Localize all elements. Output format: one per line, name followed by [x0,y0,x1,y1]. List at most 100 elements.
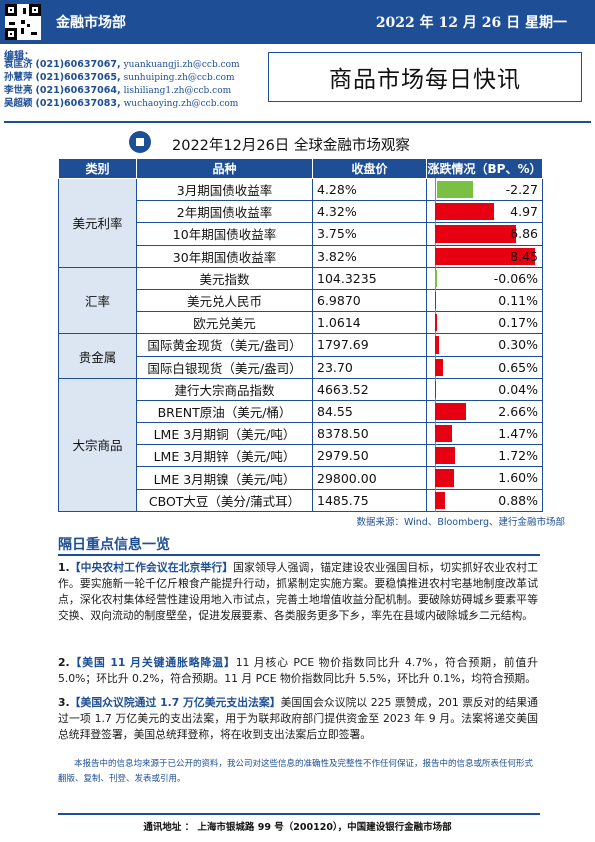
change-value: 1.60% [498,470,538,486]
change-value: 1.72% [498,448,538,464]
change-value: 8.45 [510,248,538,264]
change-cell: 2.66% [426,399,543,424]
category-cell: 美元利率 [58,178,137,268]
product-cell: 欧元兑美元 [136,311,313,335]
change-value: 2.66% [498,403,538,419]
change-bar [435,203,494,221]
change-value: 0.17% [498,315,538,331]
product-cell: 3月期国债收益率 [136,177,313,202]
section-title: 隔日重点信息一览 [58,537,170,553]
editor-row: 吴超颖 (021)60637083, wuchaoying.zh@ccb.com [4,98,238,110]
close-cell: 84.55 [312,399,427,424]
editor-name: 吴超颖 [4,98,33,109]
close-cell: 4.28% [312,177,427,202]
report-title-box: 商品市场每日快讯 [268,52,582,102]
header-divider [4,121,591,123]
table-row: 国际白银现货（美元/盎司） 23.70 0.65% [59,355,543,379]
change-value: 0.04% [498,381,538,397]
editor-phone: (021)60637064, [35,85,121,96]
header-product: 品种 [136,158,313,179]
news-item: 2.【美国 11 月关键通胀略降温】11 月核心 PCE 物价指数同比升 4.7… [58,655,538,687]
change-value: 6.86 [510,226,538,242]
editor-email[interactable]: lishiliang1.zh@ccb.com [123,86,232,96]
close-cell: 23.70 [312,355,427,379]
close-cell: 1.0614 [312,311,427,335]
news-headline: 【中央农村工作会议在北京举行】 [69,561,234,574]
change-value: 0.11% [498,292,538,308]
table-row: LME 3月期镍（美元/吨） 29800.00 1.60% [59,466,543,490]
news-headline: 【美国 11 月关键通胀略降温】 [69,656,236,669]
change-bar [435,469,454,487]
close-cell: 3.82% [312,244,427,268]
change-value: 0.30% [498,337,538,353]
close-cell: 2979.50 [312,444,427,468]
change-bar [435,247,535,265]
header-change: 涨跌情况（BP、%） [426,158,543,179]
editor-name: 孙慧萍 [4,72,33,83]
table-row: 30年期国债收益率 3.82% 8.45 [59,244,543,268]
editor-phone: (021)60637065, [35,72,121,83]
close-cell: 3.75% [312,222,427,246]
footer-divider [58,813,540,815]
close-cell: 8378.50 [312,422,427,446]
news-body: 国家领导人强调，锚定建设农业强国目标，切实抓好农业农村工作。要实施新一轮千亿斤粮… [58,561,538,622]
product-cell: 美元兑人民币 [136,288,313,313]
zero-axis [435,178,436,202]
editor-phone: (021)60637067, [35,59,121,70]
close-cell: 1797.69 [312,333,427,357]
editors-label: 编辑： [4,51,34,62]
table-header-row: 类别 品种 收盘价 涨跌情况（BP、%） [58,158,543,179]
change-cell: 4.97 [426,200,543,224]
close-cell: 104.3235 [312,266,427,290]
change-cell: 0.17% [426,311,543,335]
editor-row: 袁匡济 (021)60637067, yuankuangji.zh@ccb.co… [4,59,240,71]
category-cell: 贵金属 [58,333,137,379]
news-item: 1.【中央农村工作会议在北京举行】国家领导人强调，锚定建设农业强国目标，切实抓好… [58,560,538,624]
product-cell: 2年期国债收益率 [136,200,313,224]
news-body: 11 月核心 PCE 物价指数同比升 4.7%，符合预期，前值升 5.0%；环比… [58,656,538,685]
table-row: BRENT原油（美元/桶） 84.55 2.66% [59,399,543,424]
change-value: -2.27 [505,182,538,197]
market-table: 类别 品种 收盘价 涨跌情况（BP、%） 美元利率 3月期国债收益率 4.28% -2… [58,158,543,512]
change-value: -0.06% [493,270,538,286]
data-source: 数据来源：Wind、Bloomberg、建行金融市场部 [356,517,565,528]
header-bar: 金融市场部 2022 年 12 月 26 日 星期一 [0,0,595,44]
disclaimer: 本报告中的信息均来源于已公开的资料，我公司对这些信息的准确性及完整性不作任何保证… [58,759,534,784]
editor-email[interactable]: yuankuangji.zh@ccb.com [123,60,240,70]
header-close: 收盘价 [312,158,427,179]
editor-name: 李世亮 [4,85,33,96]
product-cell: 30年期国债收益率 [136,244,313,268]
news-number: 2. [58,656,70,669]
news-body: 美国国会众议院以 225 票赞成，201 票反对的结果通过一项 1.7 万亿美元… [58,696,538,741]
change-value: 1.47% [498,426,538,442]
news-number: 3. [58,696,70,709]
change-bar [435,225,517,243]
section-divider [58,554,540,556]
table-title: 2022年12月26日 全球金融市场观察 [172,138,410,154]
change-value: 4.97 [510,204,538,220]
change-cell: 0.04% [426,377,543,401]
table-row: 美元兑人民币 6.9870 0.11% [59,288,543,313]
editor-email[interactable]: sunhuiping.zh@ccb.com [123,73,235,83]
table-row: 汇率 美元指数 104.3235 -0.06% [58,266,543,335]
change-cell: 0.88% [426,488,543,512]
news-item: 3.【美国众议院通过 1.7 万亿美元支出法案】美国国会众议院以 225 票赞成… [58,695,538,743]
editor-email[interactable]: wuchaoying.zh@ccb.com [123,99,239,109]
change-bar [435,336,439,354]
category-cell: 大宗商品 [58,377,137,512]
editor-row: 孙慧萍 (021)60637065, sunhuiping.zh@ccb.com [4,72,235,84]
change-cell: 0.65% [426,355,543,379]
table-row: 贵金属 国际黄金现货（美元/盎司） 1797.69 0.30% [58,333,543,379]
change-bar [435,447,456,465]
editor-phone: (021)60637083, [35,98,121,109]
editor-name: 袁匡济 [4,59,33,70]
product-cell: 国际黄金现货（美元/盎司） [136,333,313,357]
change-bar [435,491,446,509]
product-cell: BRENT原油（美元/桶） [136,399,313,424]
close-cell: 4663.52 [312,377,427,401]
close-cell: 4.32% [312,200,427,224]
category-cell: 汇率 [58,266,137,335]
close-cell: 29800.00 [312,466,427,490]
product-cell: LME 3月期锌（美元/吨） [136,444,313,468]
change-cell: 6.86 [426,222,543,246]
